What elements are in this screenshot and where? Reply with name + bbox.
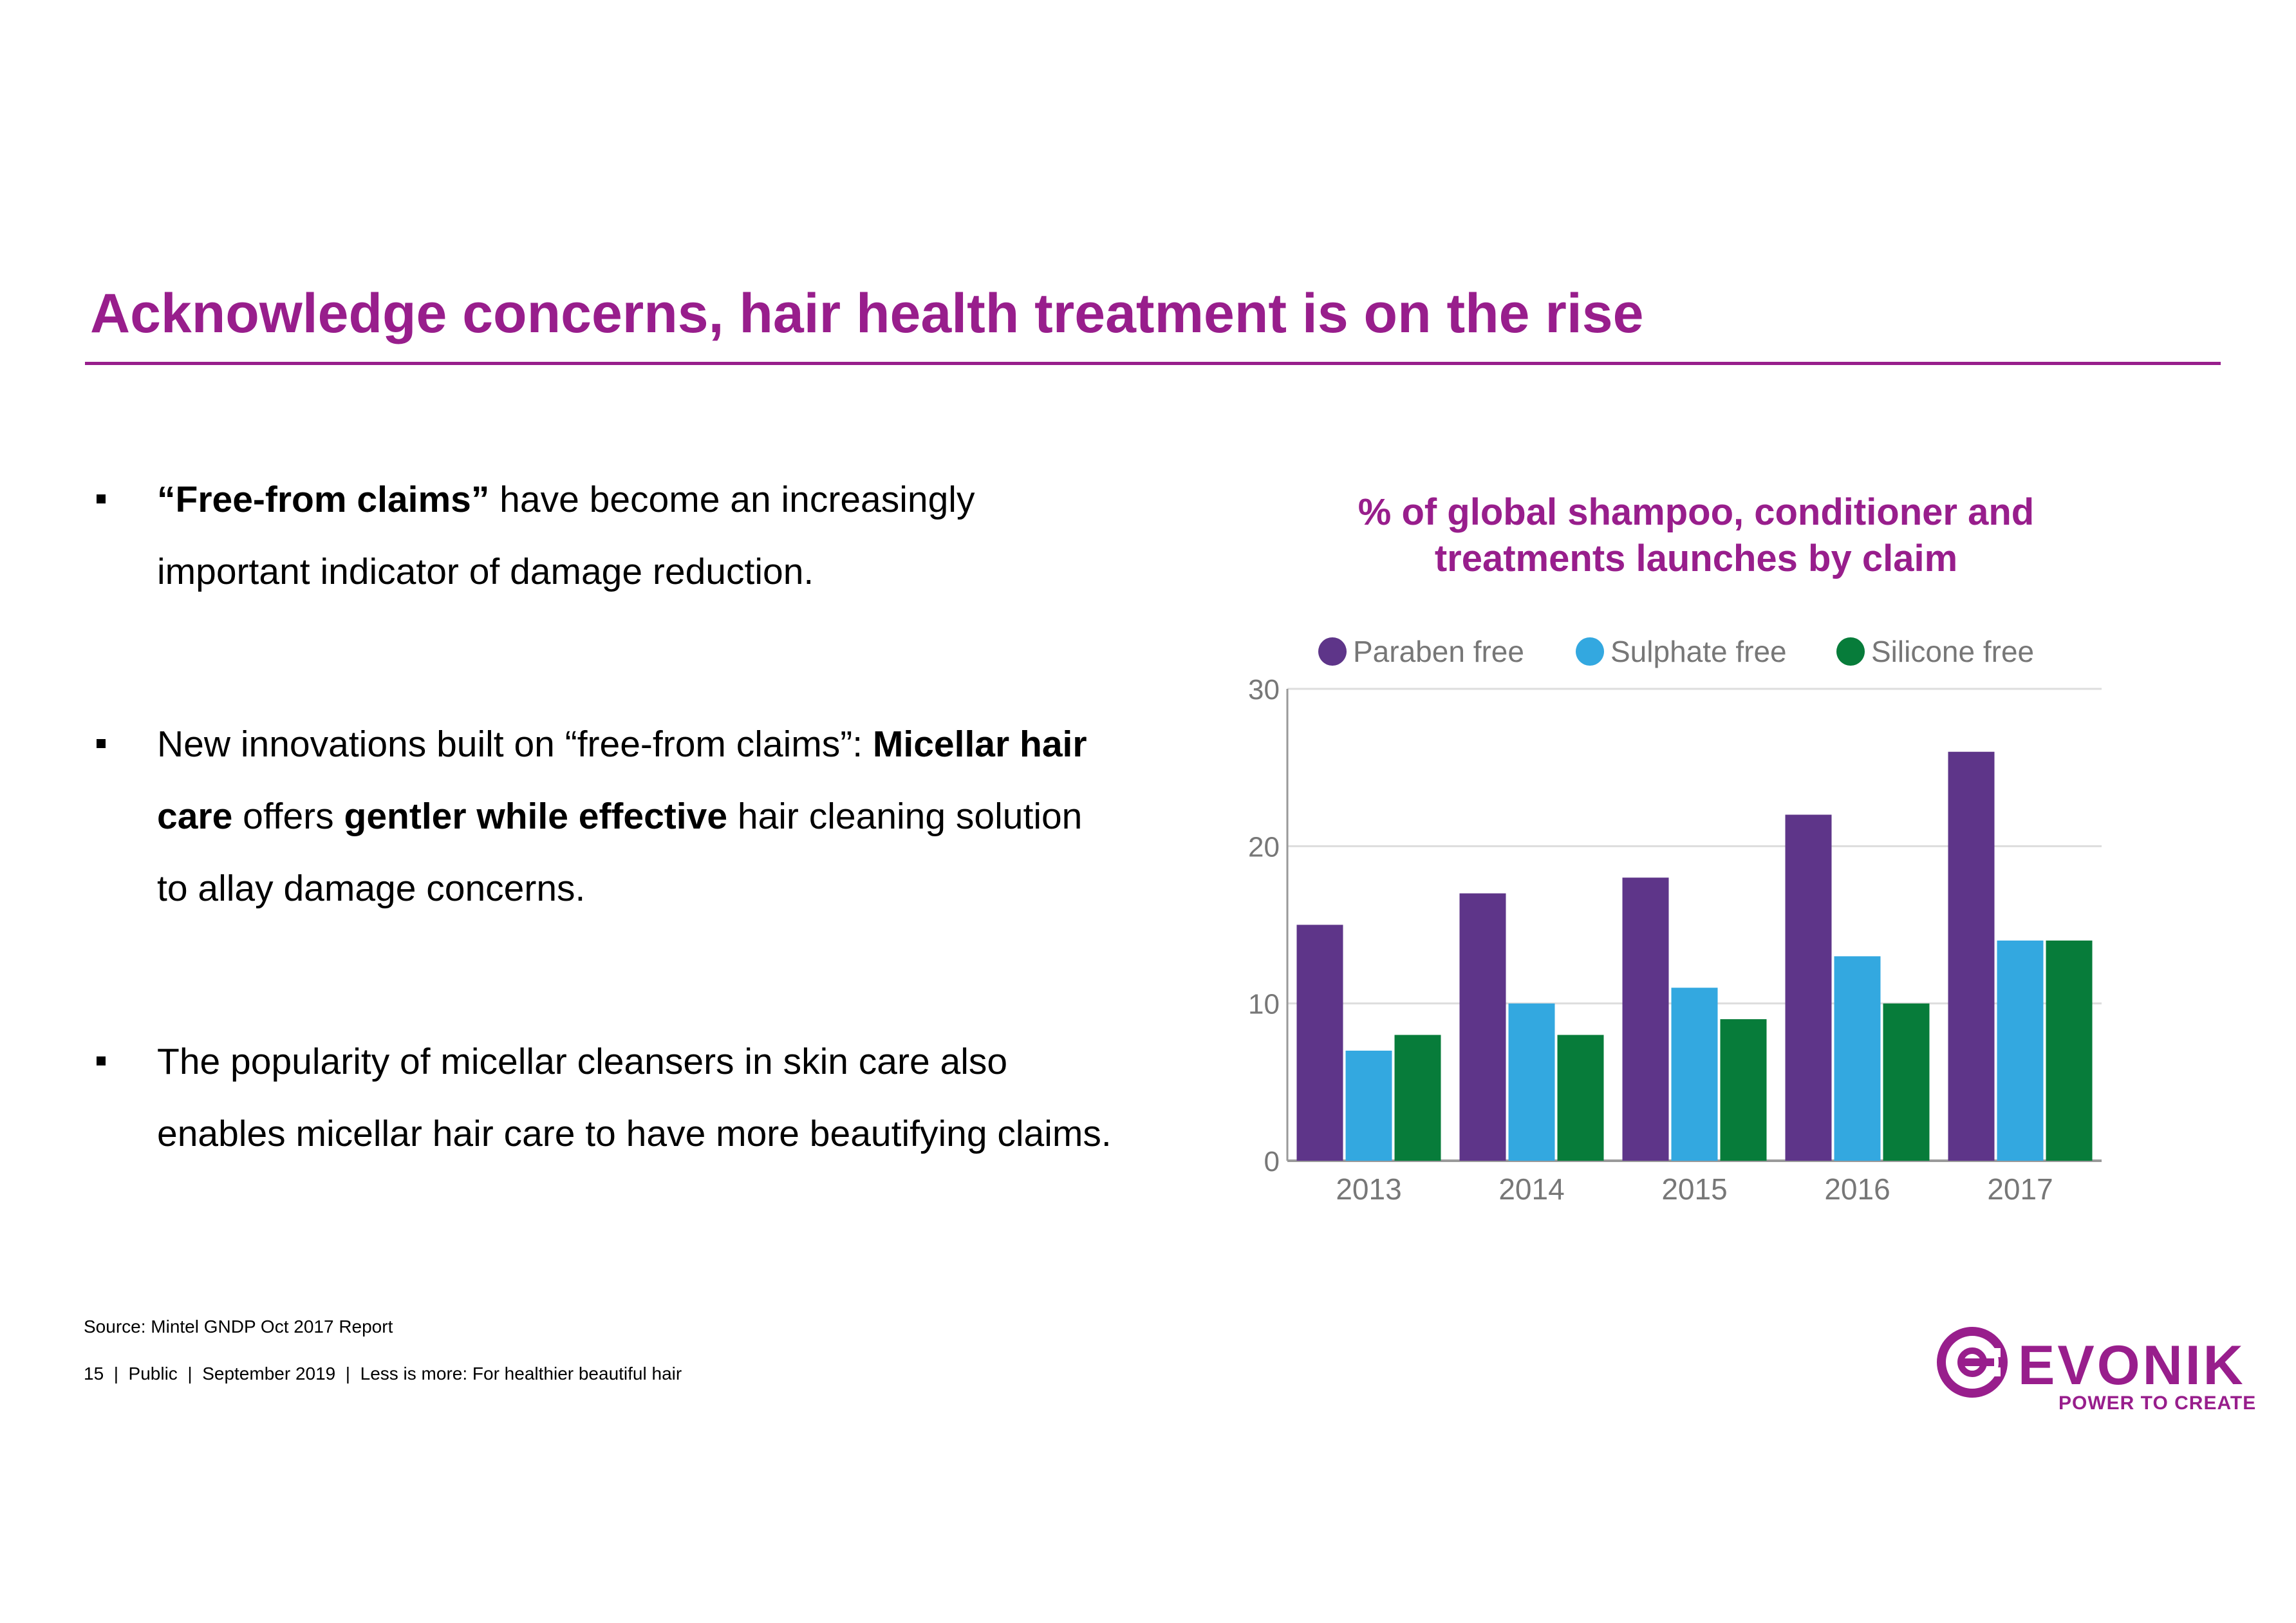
bar-sulphate-free — [1834, 956, 1881, 1161]
text: have become an increasingly — [489, 479, 975, 520]
logo-wordmark: EVONIK — [2018, 1335, 2246, 1396]
bullet-marker — [97, 494, 106, 503]
legend-label: Sulphate free — [1610, 635, 1787, 668]
bar-paraben-free — [1785, 814, 1832, 1161]
y-tick-label: 30 — [1248, 674, 1280, 706]
text: hair cleaning solution — [727, 796, 1083, 837]
evonik-e-logo-icon — [1937, 1327, 2008, 1398]
x-tick-label: 2015 — [1661, 1172, 1727, 1206]
bullet-marker — [97, 1056, 106, 1065]
text: offers — [232, 796, 344, 837]
bar-chart: 0 10 20 30 2013 2014 2015 2016 2017 Paraben free S… — [1248, 635, 2102, 1206]
bold-text: Micellar hair — [872, 724, 1087, 765]
footer-bar: 15 | Public | September 2019 | Less is m… — [84, 1364, 682, 1384]
logo-tagline: POWER TO CREATE — [2058, 1393, 2257, 1414]
slide-title: Acknowledge concerns, hair health treatm… — [90, 283, 1644, 344]
bold-text: “Free-from claims” — [157, 479, 490, 520]
bar-paraben-free — [1459, 893, 1506, 1161]
chart-heading-line: treatments launches by claim — [1434, 538, 1958, 579]
bullet-item: The popularity of micellar cleansers in … — [90, 1026, 1264, 1170]
page-number: 15 — [84, 1364, 104, 1384]
legend-marker — [1576, 637, 1604, 666]
bar-paraben-free — [1622, 877, 1669, 1161]
bar-silicone-free — [2046, 940, 2093, 1161]
bullet-line: enables micellar hair care to have more … — [157, 1113, 1112, 1154]
chart-heading: % of global shampoo, conditioner and tre… — [1262, 489, 2131, 582]
legend-label: Silicone free — [1871, 635, 2034, 668]
bar-sulphate-free — [1508, 1003, 1555, 1161]
bullet-line: care offers gentler while effective hair… — [157, 780, 1264, 852]
x-tick-label: 2013 — [1336, 1172, 1401, 1206]
y-tick-label: 10 — [1248, 989, 1280, 1020]
y-tick-label: 20 — [1248, 831, 1280, 863]
y-tick-label: 0 — [1264, 1146, 1280, 1177]
legend-label: Paraben free — [1353, 635, 1524, 668]
bar-sulphate-free — [1997, 940, 2044, 1161]
bold-text: gentler while effective — [344, 796, 728, 837]
bullet-line: The popularity of micellar cleansers in … — [157, 1041, 1008, 1082]
bullet-line: “Free-from claims” have become an increa… — [157, 464, 1264, 536]
text: New innovations built on “free-from clai… — [157, 724, 873, 765]
chart-heading-line: % of global shampoo, conditioner and — [1358, 491, 2035, 533]
source-note: Source: Mintel GNDP Oct 2017 Report — [84, 1317, 393, 1337]
bullet-line: New innovations built on “free-from clai… — [157, 708, 1264, 780]
footer-meta: | Public | September 2019 | Less is more… — [104, 1364, 682, 1384]
bar-silicone-free — [1557, 1035, 1604, 1161]
x-tick-label: 2014 — [1498, 1172, 1564, 1206]
title-underline — [85, 362, 2221, 365]
bar-paraben-free — [1296, 924, 1343, 1161]
bullet-item: “Free-from claims” have become an increa… — [90, 464, 1264, 608]
bar-sulphate-free — [1345, 1050, 1392, 1161]
bar-silicone-free — [1394, 1035, 1441, 1161]
bar-silicone-free — [1720, 1019, 1767, 1161]
bullet-marker — [97, 739, 106, 748]
bar-paraben-free — [1948, 751, 1995, 1161]
bar-sulphate-free — [1671, 988, 1718, 1161]
x-tick-label: 2017 — [1987, 1172, 2053, 1206]
x-tick-label: 2016 — [1824, 1172, 1890, 1206]
legend-marker — [1318, 637, 1347, 666]
bullet-line: to allay damage concerns. — [157, 868, 586, 909]
bullet-line: important indicator of damage reduction. — [157, 551, 814, 592]
bar-silicone-free — [1883, 1003, 1930, 1161]
bold-text: care — [157, 796, 233, 837]
evonik-logo: EVONIK POWER TO CREATE — [1931, 1326, 2255, 1416]
legend-marker — [1836, 637, 1865, 666]
bullet-item: New innovations built on “free-from clai… — [90, 708, 1264, 924]
